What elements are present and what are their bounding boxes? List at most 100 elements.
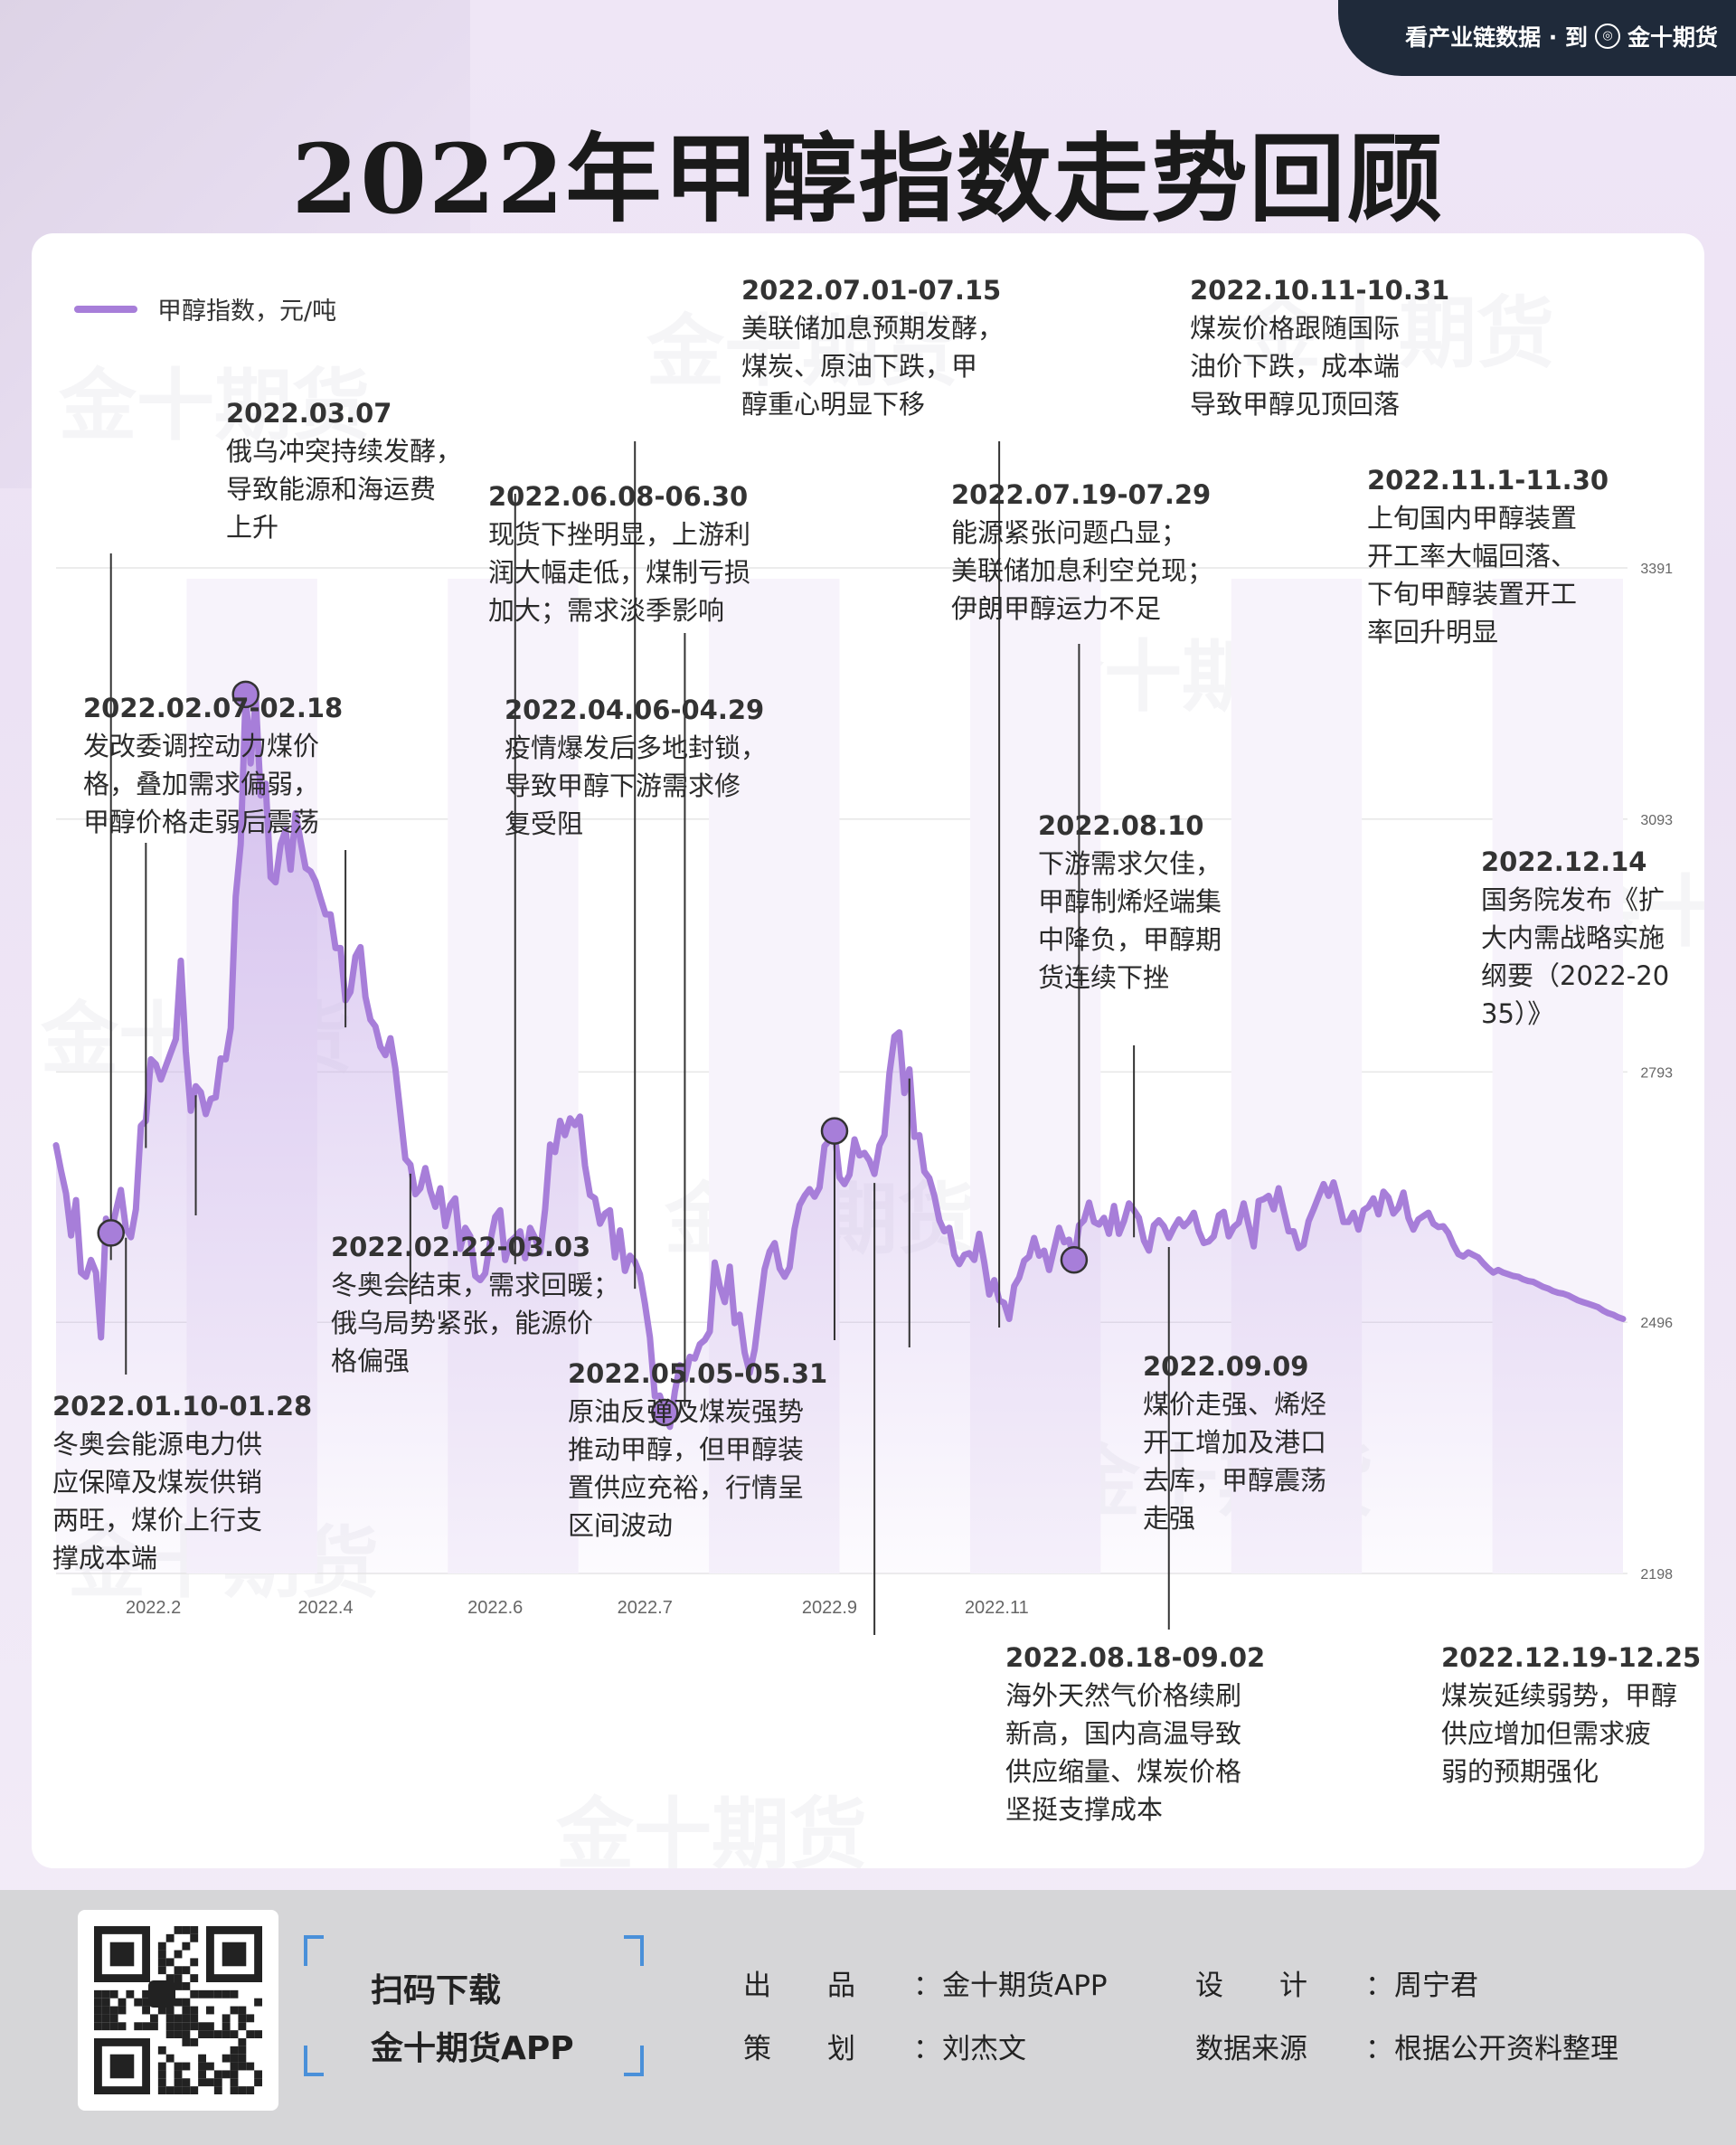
qr-module xyxy=(254,2078,262,2087)
qr-module xyxy=(150,2022,158,2031)
annotation: 2022.07.19-07.29 能源紧张问题凸显； 美联储加息利空兑现； 伊朗… xyxy=(951,479,1214,624)
footer xyxy=(0,1890,1736,2145)
qr-module xyxy=(230,2062,239,2071)
qr-module xyxy=(230,2046,239,2055)
qr-module xyxy=(238,2006,247,2015)
qr-module xyxy=(101,2022,110,2031)
qr-module xyxy=(174,1950,183,1959)
y-tick-label: 3391 xyxy=(1640,562,1673,577)
design-label: 设 计 xyxy=(1195,1970,1307,2002)
qr-module xyxy=(109,2014,118,2023)
qr-module xyxy=(230,2006,239,2015)
qr-module xyxy=(190,1926,199,1934)
qr-module xyxy=(101,1989,110,1999)
produce-value: 金十期货APP xyxy=(942,1970,1108,2002)
qr-module xyxy=(190,1958,199,1967)
qr-module xyxy=(213,2086,222,2094)
qr-module xyxy=(182,2078,191,2087)
event-marker xyxy=(231,680,259,709)
qr-module xyxy=(157,2046,166,2055)
colon: ： xyxy=(1365,1970,1393,2002)
qr-module xyxy=(190,1974,199,1982)
qr-module xyxy=(174,1926,183,1934)
event-marker xyxy=(820,1117,849,1145)
qr-module xyxy=(101,2006,110,2015)
qr-module xyxy=(165,1958,175,1967)
qr-pattern xyxy=(94,1926,262,2094)
qr-module xyxy=(134,2022,143,2031)
qr-module xyxy=(157,1942,166,1951)
qr-module xyxy=(165,2054,175,2063)
qr-module xyxy=(198,2070,206,2079)
qr-module xyxy=(230,2030,239,2038)
qr-module xyxy=(246,2030,255,2038)
plan-label: 策 划 xyxy=(743,2033,855,2065)
annotation: 2022.02.07-02.18 发改委调控动力煤价 格，叠加需求偏弱， 甲醇价… xyxy=(83,693,344,837)
bracket-corner-icon xyxy=(304,1935,324,1966)
qr-module xyxy=(213,2078,222,2087)
series-line xyxy=(52,691,1627,1431)
source-value: 根据公开资料整理 xyxy=(1394,2033,1618,2065)
qr-module xyxy=(230,1989,239,1999)
qr-module xyxy=(182,2022,191,2031)
qr-module xyxy=(174,1966,183,1975)
download-line-1: 扫码下载 xyxy=(371,1972,502,2009)
download-line-2: 金十期货APP xyxy=(371,2030,574,2067)
qr-module xyxy=(126,1989,135,1999)
qr-module xyxy=(174,1998,183,2007)
qr-module xyxy=(182,1942,191,1951)
bracket-corner-icon xyxy=(624,1935,644,1966)
brand-logo-icon: ◎ xyxy=(1594,24,1620,49)
qr-module xyxy=(238,2046,247,2055)
qr-module xyxy=(190,2038,199,2046)
watermark: 金十期货 xyxy=(646,307,958,397)
annotation: 2022.11.1-11.30 上旬国内甲醇装置 开工率大幅回落、 下旬甲醇装置… xyxy=(1367,465,1609,647)
qr-module xyxy=(118,2006,127,2015)
qr-finder-core xyxy=(109,2054,135,2079)
qr-module xyxy=(174,2014,183,2023)
qr-module xyxy=(190,2022,199,2031)
qr-module xyxy=(222,2014,231,2023)
qr-module xyxy=(254,2030,262,2038)
qr-module xyxy=(134,1998,143,2007)
annotation: 2022.12.19-12.25 煤炭延续弱势，甲醇 供应增加但需求疲 弱的预期… xyxy=(1441,1642,1702,1787)
qr-module xyxy=(94,2006,102,2015)
colon: ： xyxy=(1365,2033,1393,2065)
qr-module xyxy=(157,2070,166,2079)
y-tick-label: 2793 xyxy=(1640,1065,1673,1081)
app-logo-icon xyxy=(148,1980,175,2008)
qr-module xyxy=(150,2014,158,2023)
annotation: 2022.12.14 国务院发布《扩 大内需战略实施 纲要（2022-20 35… xyxy=(1481,846,1670,1029)
legend-swatch xyxy=(74,305,137,313)
produce-label: 出 品 xyxy=(743,1970,855,2002)
qr-module xyxy=(182,2062,191,2071)
qr-module xyxy=(213,1989,222,1999)
qr-module xyxy=(94,2014,102,2023)
qr-module xyxy=(190,1933,199,1942)
slogan-text: 看产业链数据 · 到 xyxy=(1405,24,1588,51)
qr-module xyxy=(246,2062,255,2071)
qr-code[interactable] xyxy=(78,1910,278,2111)
qr-module xyxy=(165,2006,175,2015)
download-cta: 扫码下载 金十期货APP xyxy=(371,1962,574,2078)
annotation: 2022.04.06-04.29 疫情爆发后多地封锁， 导致甲醇下游需求修 复受… xyxy=(505,695,768,839)
qr-module xyxy=(101,1998,110,2007)
qr-module xyxy=(238,2086,247,2094)
qr-module xyxy=(174,2062,183,2071)
annotation: 2022.09.09 煤价走强、烯烃 开工增加及港口 去库，甲醇震荡 走强 xyxy=(1143,1351,1327,1534)
qr-finder-core xyxy=(109,1942,135,1967)
plan-value: 刘杰文 xyxy=(942,2033,1026,2065)
qr-module xyxy=(157,1966,166,1975)
annotation: 2022.08.10 下游需求欠佳， 甲醇制烯烃端集 中降负，甲醇期 货连续下挫 xyxy=(1038,810,1222,993)
event-marker xyxy=(1060,1246,1089,1274)
qr-module xyxy=(174,2070,183,2079)
qr-module xyxy=(182,1966,191,1975)
event-marker xyxy=(651,1398,679,1427)
qr-module xyxy=(157,2006,166,2015)
qr-module xyxy=(174,2022,183,2031)
qr-module xyxy=(206,2062,214,2071)
qr-module xyxy=(213,2030,222,2038)
y-tick-label: 2198 xyxy=(1640,1567,1673,1583)
qr-module xyxy=(94,1989,102,1999)
x-tick-label: 2022.11 xyxy=(965,1598,1029,1618)
